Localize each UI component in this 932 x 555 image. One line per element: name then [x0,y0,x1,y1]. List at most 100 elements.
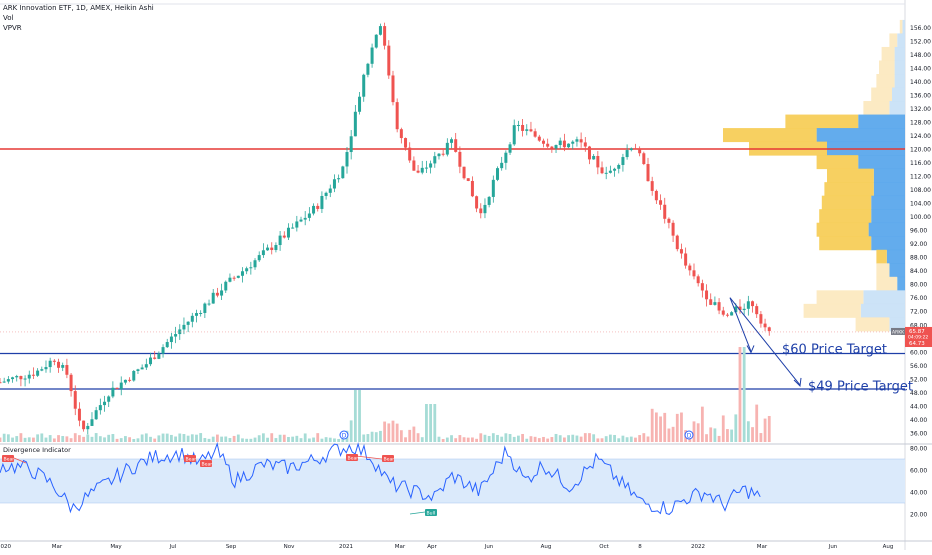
volume-bar [303,433,307,442]
volume-bar [257,435,261,442]
volume-bar [709,427,713,442]
candle-body [600,167,604,174]
volume-bar [299,438,303,442]
candle-body [700,283,704,291]
rsi-y-tick-label: 40.00 [910,490,927,497]
volume-bar [408,429,412,442]
candle-body [86,425,90,430]
vpvr-bar-down [892,87,905,102]
candle-body [341,166,345,179]
candle-body [667,218,671,223]
candle-body [220,290,224,296]
candle-body [169,336,173,343]
volume-bar [178,433,182,442]
vpvr-bar-down [871,209,905,224]
candle-body [541,140,545,144]
volume-bar [295,435,299,442]
vpvr-bar-up [889,33,898,48]
x-tick-label: Mar [395,544,406,550]
candle-body [399,129,403,139]
y-tick-label: 116.00 [910,160,931,167]
candle-body [31,374,35,376]
volume-bar [466,437,470,442]
volume-bar [450,435,453,442]
candle-body [705,290,709,300]
volume-bar [383,421,387,442]
volume-bar [366,434,370,442]
y-tick-label: 140.00 [910,79,931,86]
candle-body [65,365,69,375]
rsi-line [0,441,761,515]
candle-body [178,329,182,335]
bear-tag: Bear [348,455,359,461]
candle-body [253,260,257,268]
candle-body [508,144,512,153]
y-tick-label: 104.00 [910,201,931,208]
x-tick-label: Jun [828,544,838,550]
y-tick-label: 68.00 [910,322,927,329]
candle-body [558,140,562,146]
volume-bar [742,347,746,442]
volume-bar [700,406,704,442]
volume-bar [571,434,575,442]
volume-bar [353,390,357,442]
candle-body [730,312,734,316]
candle-body [516,124,520,126]
y-tick-label: 100.00 [910,214,931,221]
volume-bar [529,436,533,442]
volume-bar [15,436,19,442]
vpvr-bar-up [824,182,874,197]
volume-bar [111,434,115,442]
bull-tag: Bull [427,510,436,516]
volume-bar [182,434,186,442]
event-marker-label: D [342,433,347,440]
candle-body [94,410,98,420]
candle-body [487,196,491,205]
y-tick-label: 36.00 [910,430,927,437]
candle-body [2,381,6,383]
candle-body [123,379,127,383]
volume-bar [617,438,621,442]
vpvr-bar-up [876,249,887,264]
bear-tag-bg [2,455,14,462]
candle-body [40,369,44,371]
candle-body [659,200,663,205]
volume-bar [203,437,207,442]
volume-bar [199,433,203,442]
volume-bar [6,434,10,442]
chart-title: ARK Innovation ETF, 1D, AMEX, Heikin Ash… [3,4,154,12]
volume-bar [395,423,399,442]
volume-bar [124,436,127,442]
volume-bar [253,437,257,442]
vpvr-bar-up [803,303,861,318]
candle-body [433,156,437,164]
x-tick-label: 2022 [691,544,705,550]
candle-body [103,401,107,406]
candle-body [69,374,73,392]
candle-body [111,387,115,397]
volume-bar [734,414,738,442]
volume-bar [174,436,177,442]
volume-bar [320,438,324,442]
candle-body [592,155,596,160]
candle-body [550,146,554,149]
volume-bar [379,430,382,442]
volume-bar [32,437,35,442]
x-tick-label: 2020 [0,544,11,550]
candle-body [215,292,219,296]
vpvr-bar-up [821,195,872,210]
y-tick-label: 132.00 [910,106,931,113]
candle-body [211,292,215,304]
volume-bar [533,436,537,442]
candle-body [504,152,508,163]
candle-body [165,342,169,348]
bear-tag: Bear [186,456,197,462]
target-annotation-49: $49 Price Target [808,380,913,395]
candle-body [378,26,382,35]
x-tick-label: Aug [883,544,894,550]
candle-body [278,235,282,246]
vol-label: Vol [3,14,14,22]
